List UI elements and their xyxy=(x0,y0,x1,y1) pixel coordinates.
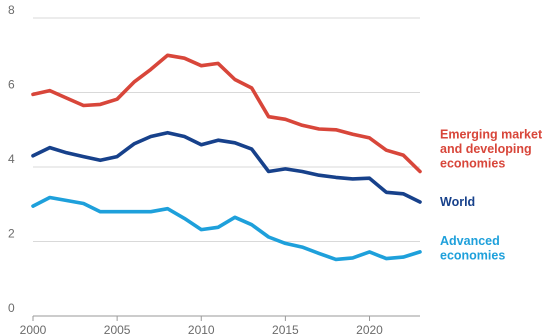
series-label-emde-line-3: economies xyxy=(440,156,505,170)
y-tick-label: 6 xyxy=(8,78,15,92)
y-tick-label: 0 xyxy=(8,301,15,315)
series-line-advanced xyxy=(31,195,422,262)
series-label-world-line-1: World xyxy=(440,195,475,209)
series-label-advanced-line-2: economies xyxy=(440,248,505,262)
x-tick-label: 2015 xyxy=(272,323,299,335)
axes: 0 2 4 6 8 2000 2005 2010 2015 2020 xyxy=(8,3,420,335)
series-line-emde xyxy=(31,53,422,174)
series-label-emde-line-1: Emerging market xyxy=(440,127,543,141)
y-tick-label: 4 xyxy=(8,152,15,166)
y-tick-label: 8 xyxy=(8,3,15,17)
series-lines xyxy=(31,53,422,262)
series-label-emde-line-2: and developing xyxy=(440,142,532,156)
x-tick-label: 2005 xyxy=(104,323,131,335)
y-tick-label: 2 xyxy=(8,227,15,241)
gridlines xyxy=(33,17,420,242)
x-tick-label: 2010 xyxy=(188,323,215,335)
x-tick-label: 2000 xyxy=(20,323,47,335)
x-tick-label: 2020 xyxy=(356,323,383,335)
series-label-advanced-line-1: Advanced xyxy=(440,234,500,248)
series-line-world xyxy=(31,130,422,204)
